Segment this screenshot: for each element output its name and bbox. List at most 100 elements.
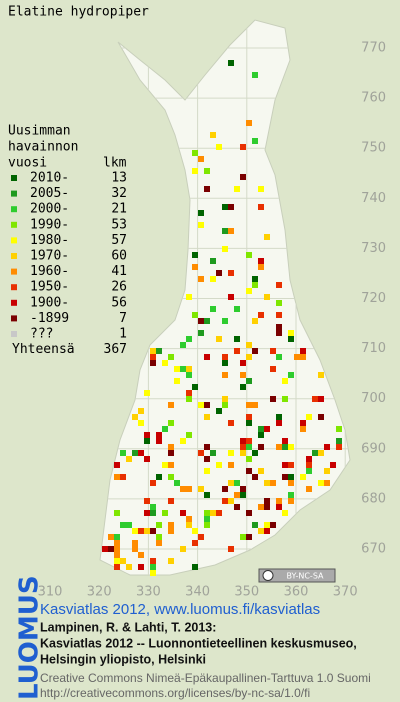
occurrence-square xyxy=(246,438,252,444)
occurrence-square xyxy=(276,498,282,504)
legend-count: 1 xyxy=(119,327,127,342)
occurrence-square xyxy=(204,510,210,516)
occurrence-square xyxy=(240,360,246,366)
occurrence-square xyxy=(192,564,198,570)
occurrence-square xyxy=(246,342,252,348)
occurrence-square xyxy=(282,474,288,480)
occurrence-square xyxy=(198,210,204,216)
occurrence-square xyxy=(246,420,252,426)
occurrence-square xyxy=(198,156,204,162)
occurrence-square xyxy=(204,468,210,474)
occurrence-square xyxy=(144,498,150,504)
source: Kasviatlas 2012, www.luomus.fi/kasviatla… xyxy=(40,601,320,618)
occurrence-square xyxy=(168,498,174,504)
occurrence-square xyxy=(222,372,228,378)
occurrence-square xyxy=(240,372,246,378)
occurrence-square xyxy=(288,462,294,468)
occurrence-square xyxy=(264,234,270,240)
occurrence-square xyxy=(114,462,120,468)
occurrence-square xyxy=(252,138,258,144)
occurrence-square xyxy=(228,546,234,552)
legend-swatch xyxy=(11,299,17,306)
occurrence-square xyxy=(252,282,258,288)
occurrence-square xyxy=(234,480,240,486)
occurrence-square xyxy=(228,450,234,456)
occurrence-square xyxy=(198,486,204,492)
occurrence-square xyxy=(234,306,240,312)
occurrence-square xyxy=(210,258,216,264)
occurrence-square xyxy=(276,282,282,288)
legend-label: ??? xyxy=(30,327,53,342)
legend-total: 367 xyxy=(104,342,127,357)
x-tick-label: 320 xyxy=(87,585,112,600)
legend-count: 32 xyxy=(111,186,127,201)
occurrence-square xyxy=(228,294,234,300)
occurrence-square xyxy=(204,354,210,360)
occurrence-square xyxy=(222,354,228,360)
occurrence-square xyxy=(132,546,138,552)
occurrence-square xyxy=(324,480,330,486)
occurrence-square xyxy=(246,444,252,450)
occurrence-square xyxy=(240,492,246,498)
y-tick-label: 700 xyxy=(361,391,386,406)
occurrence-square xyxy=(246,402,252,408)
occurrence-square xyxy=(138,450,144,456)
occurrence-square xyxy=(336,444,342,450)
occurrence-square xyxy=(252,522,258,528)
occurrence-square xyxy=(204,318,210,324)
occurrence-square xyxy=(186,366,192,372)
occurrence-square xyxy=(258,312,264,318)
occurrence-square xyxy=(276,330,282,336)
occurrence-square xyxy=(198,276,204,282)
occurrence-square xyxy=(222,204,228,210)
occurrence-square xyxy=(180,510,186,516)
occurrence-square xyxy=(192,384,198,390)
occurrence-square xyxy=(168,420,174,426)
occurrence-square xyxy=(246,288,252,294)
legend-count: 13 xyxy=(111,171,127,186)
occurrence-square xyxy=(282,444,288,450)
occurrence-square xyxy=(300,354,306,360)
x-tick-label: 370 xyxy=(333,585,358,600)
legend-heading: Uusimman xyxy=(8,124,71,139)
occurrence-square xyxy=(180,546,186,552)
occurrence-square xyxy=(258,468,264,474)
occurrence-square xyxy=(246,456,252,462)
occurrence-square xyxy=(210,276,216,282)
occurrence-square xyxy=(276,414,282,420)
occurrence-square xyxy=(126,564,132,570)
occurrence-square xyxy=(174,480,180,486)
occurrence-square xyxy=(174,378,180,384)
occurrence-square xyxy=(156,540,162,546)
y-tick-label: 690 xyxy=(361,441,386,456)
occurrence-square xyxy=(324,468,330,474)
occurrence-square xyxy=(204,414,210,420)
occurrence-square xyxy=(288,474,294,480)
occurrence-square xyxy=(210,510,216,516)
occurrence-square xyxy=(126,522,132,528)
occurrence-square xyxy=(144,390,150,396)
occurrence-square xyxy=(192,540,198,546)
occurrence-square xyxy=(276,312,282,318)
occurrence-square xyxy=(204,516,210,522)
occurrence-square xyxy=(204,402,210,408)
legend-count: 60 xyxy=(111,249,127,264)
y-tick-label: 740 xyxy=(361,191,386,206)
legend-label: 1950- xyxy=(30,280,69,295)
legend-label: -1899 xyxy=(30,311,69,326)
legend-swatch xyxy=(11,284,17,291)
occurrence-square xyxy=(228,462,234,468)
occurrence-square xyxy=(144,528,150,534)
occurrence-square xyxy=(222,396,228,402)
legend-swatch xyxy=(11,190,17,197)
legend-count-heading: lkm xyxy=(103,156,127,171)
occurrence-square xyxy=(192,528,198,534)
occurrence-square xyxy=(234,492,240,498)
occurrence-square xyxy=(198,330,204,336)
occurrence-square xyxy=(114,534,120,540)
occurrence-square xyxy=(294,354,300,360)
occurrence-square xyxy=(282,510,288,516)
occurrence-square xyxy=(264,480,270,486)
occurrence-square xyxy=(324,444,330,450)
